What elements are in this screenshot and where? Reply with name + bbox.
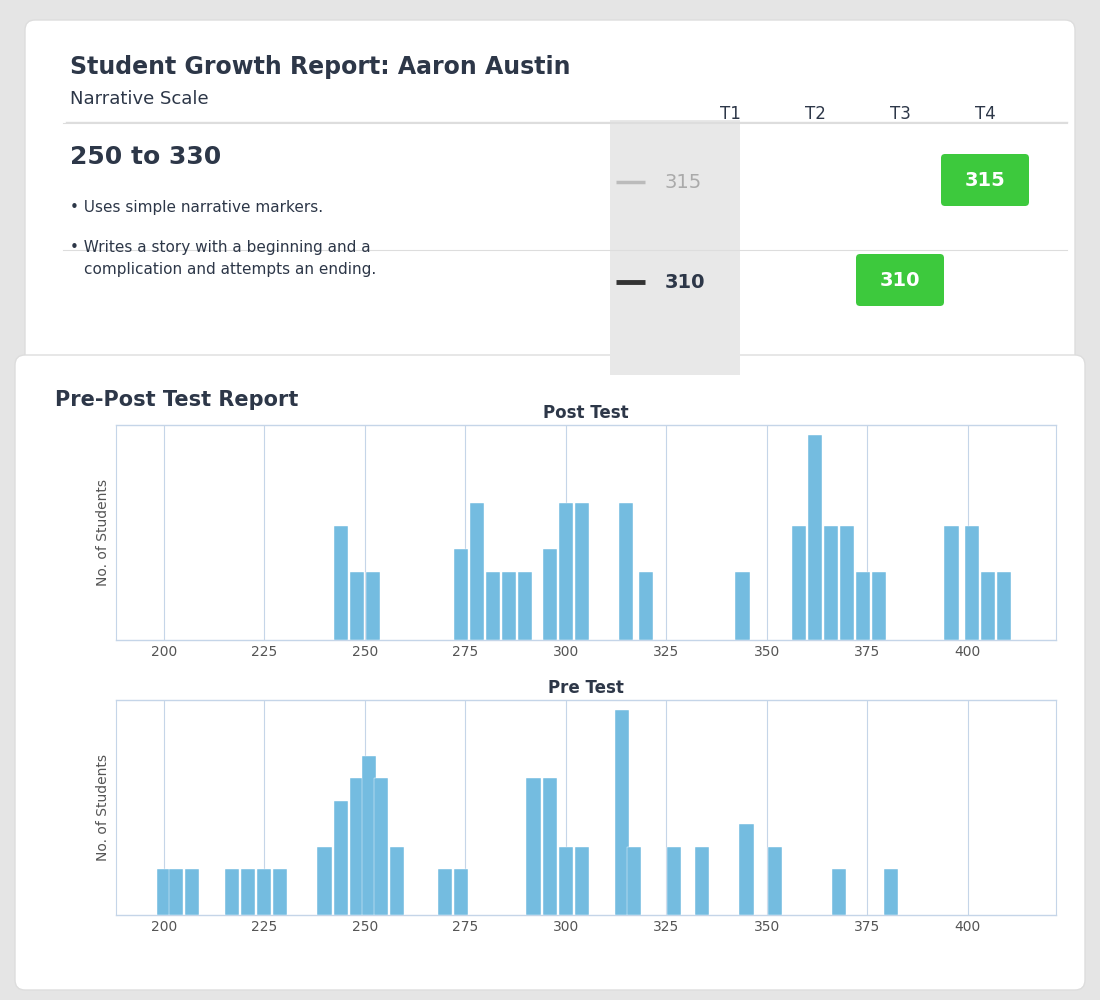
Bar — [695, 847, 710, 915]
Bar — [185, 869, 199, 915]
Bar — [168, 869, 183, 915]
Text: Narrative Scale: Narrative Scale — [70, 90, 209, 108]
Bar — [792, 526, 806, 640]
Text: 315: 315 — [666, 172, 702, 192]
Bar — [518, 572, 532, 640]
Bar — [884, 869, 899, 915]
Bar — [454, 869, 469, 915]
Bar — [257, 869, 272, 915]
Text: 310: 310 — [666, 272, 705, 292]
Bar — [736, 572, 749, 640]
Bar — [350, 572, 364, 640]
Bar — [486, 572, 500, 640]
Bar — [470, 503, 484, 640]
Bar — [542, 778, 557, 915]
Bar — [454, 549, 469, 640]
FancyBboxPatch shape — [25, 20, 1075, 390]
Bar — [965, 526, 979, 640]
Bar — [768, 847, 782, 915]
Bar — [333, 801, 348, 915]
Text: complication and attempts an ending.: complication and attempts an ending. — [84, 262, 376, 277]
Bar — [273, 869, 287, 915]
FancyBboxPatch shape — [15, 355, 1085, 990]
Bar — [318, 847, 331, 915]
Title: Post Test: Post Test — [543, 404, 628, 422]
Bar — [389, 847, 404, 915]
Bar — [374, 778, 388, 915]
Text: Student Growth Report: Aaron Austin: Student Growth Report: Aaron Austin — [70, 55, 571, 79]
Bar — [807, 435, 822, 640]
Bar — [156, 869, 170, 915]
Bar — [639, 572, 653, 640]
Bar — [241, 869, 255, 915]
Bar — [872, 572, 887, 640]
Bar — [574, 503, 589, 640]
Bar — [824, 526, 838, 640]
Bar — [365, 572, 380, 640]
FancyBboxPatch shape — [940, 154, 1028, 206]
Bar — [945, 526, 958, 640]
Bar — [574, 847, 589, 915]
Bar — [542, 549, 557, 640]
Text: Pre-Post Test Report: Pre-Post Test Report — [55, 390, 298, 410]
Bar — [527, 778, 540, 915]
Bar — [615, 710, 629, 915]
Text: T1: T1 — [719, 105, 740, 123]
FancyBboxPatch shape — [610, 120, 740, 375]
Bar — [667, 847, 681, 915]
Bar — [627, 847, 641, 915]
Bar — [739, 824, 754, 915]
Bar — [840, 526, 854, 640]
Text: T2: T2 — [804, 105, 825, 123]
Text: 315: 315 — [965, 170, 1005, 190]
Bar — [559, 503, 573, 640]
Title: Pre Test: Pre Test — [548, 679, 624, 697]
Bar — [856, 572, 870, 640]
Bar — [438, 869, 452, 915]
Bar — [503, 572, 516, 640]
Text: • Writes a story with a beginning and a: • Writes a story with a beginning and a — [70, 240, 371, 255]
Bar — [980, 572, 994, 640]
Y-axis label: No. of Students: No. of Students — [96, 479, 110, 586]
Text: T3: T3 — [890, 105, 911, 123]
Bar — [559, 847, 573, 915]
Bar — [832, 869, 846, 915]
Text: • Uses simple narrative markers.: • Uses simple narrative markers. — [70, 200, 323, 215]
Bar — [997, 572, 1011, 640]
Y-axis label: No. of Students: No. of Students — [96, 754, 110, 861]
Text: T4: T4 — [975, 105, 996, 123]
Text: 310: 310 — [880, 270, 921, 290]
Text: 250 to 330: 250 to 330 — [70, 145, 221, 169]
FancyBboxPatch shape — [856, 254, 944, 306]
Bar — [226, 869, 239, 915]
Bar — [619, 503, 632, 640]
Bar — [350, 778, 364, 915]
Bar — [362, 756, 376, 915]
Bar — [333, 526, 348, 640]
